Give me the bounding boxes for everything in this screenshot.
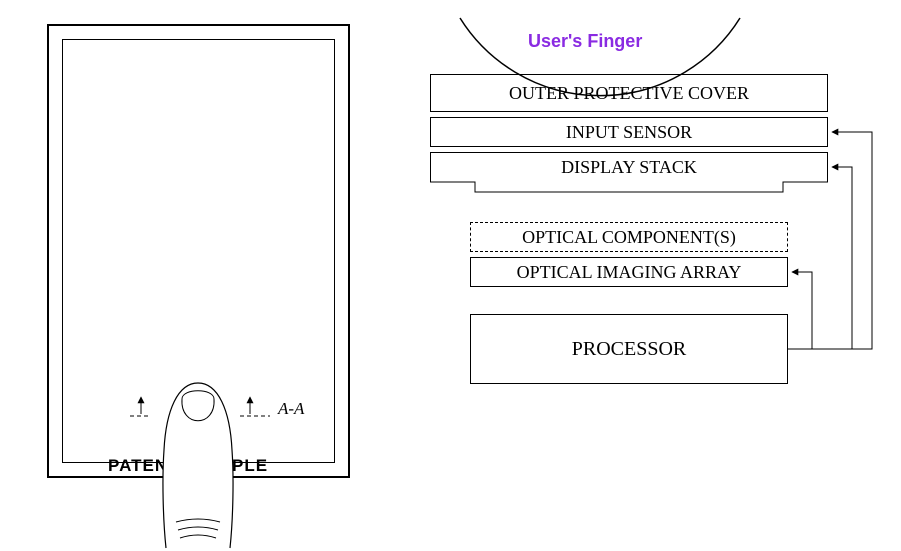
layer-label: DISPLAY STACK [561,157,697,178]
layer-label: PROCESSOR [572,338,687,361]
layer-label: OPTICAL COMPONENT(S) [522,227,736,248]
layer-display-stack: DISPLAY STACK [430,152,828,182]
layer-label: OPTICAL IMAGING ARRAY [517,262,742,283]
finger-knuckle-1 [176,519,220,522]
cross-section-label: A-A [278,399,304,419]
layer-outer-cover: OUTER PROTECTIVE COVER [430,74,828,112]
finger-knuckle-2 [178,527,218,530]
layer-label: OUTER PROTECTIVE COVER [509,83,749,104]
finger-label: User's Finger [528,31,642,52]
layer-processor: PROCESSOR [470,314,788,384]
layer-optical-array: OPTICAL IMAGING ARRAY [470,257,788,287]
layer-label: INPUT SENSOR [566,122,692,143]
connector-proc-array [788,272,812,349]
layer-optical-components: OPTICAL COMPONENT(S) [470,222,788,252]
connector-proc-display [788,167,852,349]
layer-input-sensor: INPUT SENSOR [430,117,828,147]
watermark-text: PATENTLY APPLE [108,456,268,476]
display-notch [430,182,828,192]
finger-knuckle-3 [180,535,216,538]
